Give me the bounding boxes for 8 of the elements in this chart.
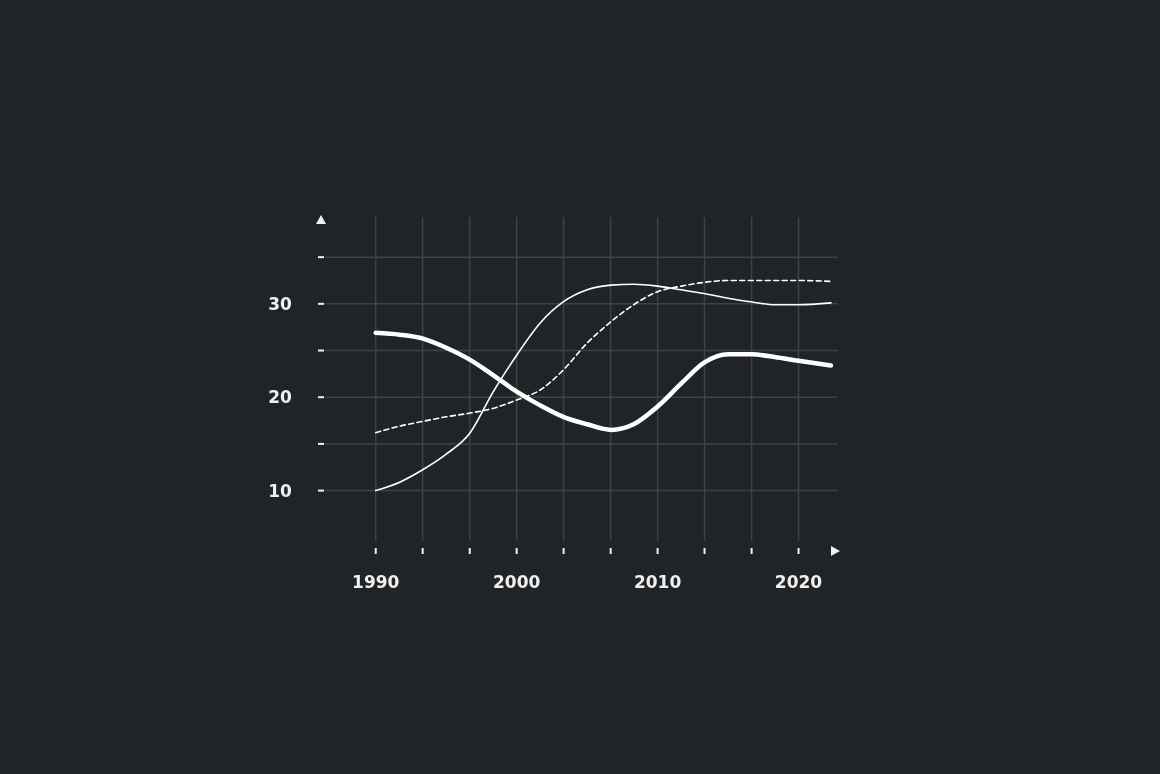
x-tick-label: 2000 xyxy=(493,572,541,593)
x-tick-label: 1990 xyxy=(352,572,400,593)
x-tick-label: 2020 xyxy=(774,572,823,593)
y-tick-label: 20 xyxy=(268,387,292,408)
x-tick-label: 2010 xyxy=(633,572,682,593)
line-series xyxy=(374,283,832,492)
y-tick-label: 30 xyxy=(268,293,292,314)
y-tick-label: 10 xyxy=(268,480,292,501)
